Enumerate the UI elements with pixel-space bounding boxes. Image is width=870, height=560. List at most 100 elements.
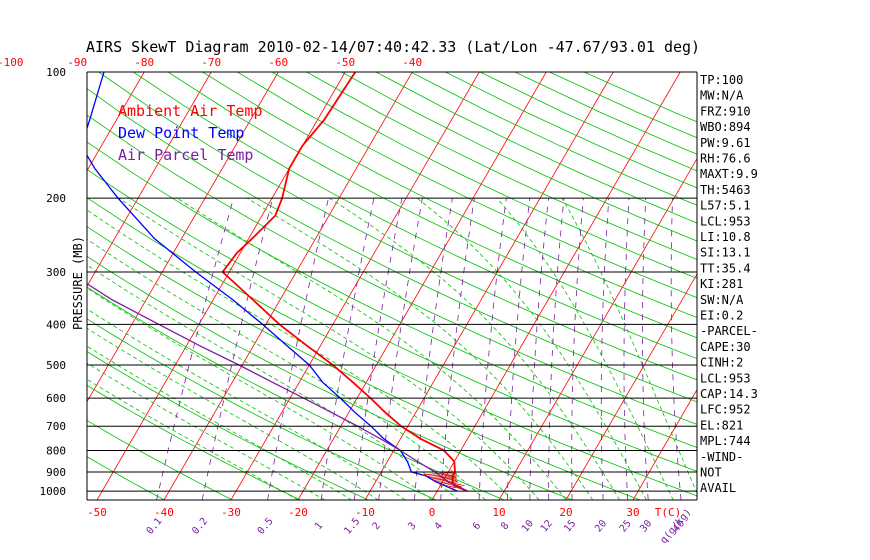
dry-adiabat-line (133, 72, 697, 360)
y-axis-label: PRESSURE (MB) (71, 236, 85, 330)
profile-hatch (447, 483, 462, 488)
moist-adiabat-line (176, 197, 567, 500)
isotherm-line (230, 72, 480, 500)
moist-adiabat-line (87, 238, 486, 500)
dry-adiabat-line (87, 197, 697, 497)
mixing-ratio-label: 20 (593, 518, 609, 534)
index-value: KI:281 (700, 277, 743, 291)
moist-adiabat-line (87, 308, 406, 500)
bottom-temp-tick-label: -50 (87, 506, 107, 519)
mixing-ratio-line (670, 198, 682, 500)
bottom-temp-tick-label: -20 (288, 506, 308, 519)
pressure-tick-label: 100 (46, 66, 66, 79)
index-value: PW:9.61 (700, 136, 751, 150)
chart-title: AIRS SkewT Diagram 2010-02-14/07:40:42.3… (86, 38, 700, 56)
bottom-temp-tick-label: 0 (429, 506, 436, 519)
mixing-ratio-label: 0.1 (145, 516, 165, 537)
mixing-ratio-label: 12 (539, 518, 555, 534)
index-value: RH:76.6 (700, 152, 751, 166)
isotherm-line (0, 72, 10, 500)
mixing-ratio-label: 8 (499, 521, 511, 533)
mixing-ratio-line (600, 198, 610, 500)
profile-hatch (444, 482, 459, 487)
index-value: FRZ:910 (700, 104, 751, 118)
dry-adiabat-line (202, 72, 697, 318)
legend-entry: Air Parcel Temp (118, 146, 253, 164)
mixing-ratio-label: 10 (520, 518, 536, 534)
bottom-temp-tick-label: -40 (154, 506, 174, 519)
profile-hatch (441, 481, 458, 485)
profile-line-3 (87, 283, 468, 492)
mixing-ratio-label: 3 (406, 521, 418, 533)
isotherm-line (163, 72, 413, 500)
index-value: -WIND- (700, 450, 743, 464)
mixing-ratio-line (201, 198, 274, 500)
profile-hatch (450, 484, 465, 489)
dry-adiabat-line (87, 114, 697, 425)
dry-adiabat-line (87, 168, 697, 472)
top-temp-tick-label: -90 (67, 56, 87, 69)
mixing-ratio-line (378, 198, 423, 500)
top-temp-tick-label: -100 (0, 56, 23, 69)
index-value: LCL:953 (700, 371, 751, 385)
dry-adiabat-line (87, 286, 505, 500)
isotherm-line (87, 72, 145, 172)
moist-adiabat-line (87, 209, 513, 500)
moist-adiabat-line (87, 264, 460, 500)
isotherm-line (632, 388, 697, 500)
mixing-ratio-line (506, 198, 531, 500)
dry-adiabat-line (271, 72, 697, 279)
mixing-ratio-label: 0.5 (256, 516, 276, 537)
dry-adiabat-line (87, 351, 369, 500)
moist-adiabat-line (87, 345, 352, 500)
profile-line-2 (87, 72, 458, 492)
index-value: TH:5463 (700, 183, 751, 197)
mixing-ratio-line (320, 198, 375, 500)
top-temp-tick-label: -60 (268, 56, 288, 69)
mixing-ratio-label: 25 (618, 518, 634, 534)
index-value: NOT (700, 466, 722, 480)
dry-adiabat-line (87, 384, 301, 500)
index-value: CAPE:30 (700, 340, 751, 354)
profile-hatch (426, 472, 457, 477)
pressure-tick-label: 1000 (40, 485, 67, 498)
dry-adiabat-line (87, 88, 697, 403)
index-value: AVAIL (700, 481, 736, 495)
profile-hatch (433, 477, 457, 481)
moist-adiabat-line (329, 197, 620, 500)
dry-adiabat-line (87, 318, 437, 500)
pressure-tick-label: 300 (46, 266, 66, 279)
moist-adiabat-line (118, 197, 540, 500)
bottom-temp-tick-label: 20 (559, 506, 572, 519)
index-value: L57:5.1 (700, 199, 751, 213)
moist-adiabat-line (87, 287, 433, 500)
mixing-ratio-line (642, 198, 649, 500)
mixing-ratio-line (267, 198, 329, 500)
dry-adiabat-line (87, 456, 165, 500)
top-temp-tick-label: -70 (201, 56, 221, 69)
profile-hatch (438, 479, 458, 484)
mixing-ratio-label: 0.2 (190, 516, 210, 537)
bottom-temp-tick-label: 30 (626, 506, 639, 519)
legend-entry: Ambient Air Temp (118, 102, 263, 120)
index-value: TP:100 (700, 73, 743, 87)
index-value: LFC:952 (700, 403, 751, 417)
index-value: LI:10.8 (700, 230, 751, 244)
legend-entry: Dew Point Temp (118, 124, 244, 142)
mixing-ratio-line (548, 198, 565, 500)
bottom-temp-tick-label: -10 (355, 506, 375, 519)
mixing-ratio-label: 4 (433, 521, 445, 533)
dry-adiabat-line (306, 72, 697, 260)
moist-adiabat-line (87, 327, 379, 500)
isotherm-line (565, 273, 697, 500)
bottom-temp-tick-label: -30 (221, 506, 241, 519)
index-value: CINH:2 (700, 356, 743, 370)
index-value: MPL:744 (700, 434, 751, 448)
pressure-tick-label: 400 (46, 318, 66, 331)
mixing-ratio-line (571, 198, 584, 500)
bottom-temp-tick-label: 10 (492, 506, 505, 519)
isotherm-line (498, 157, 697, 500)
index-value: EI:0.2 (700, 309, 743, 323)
moist-adiabat-line (87, 378, 299, 500)
pressure-tick-label: 700 (46, 420, 66, 433)
